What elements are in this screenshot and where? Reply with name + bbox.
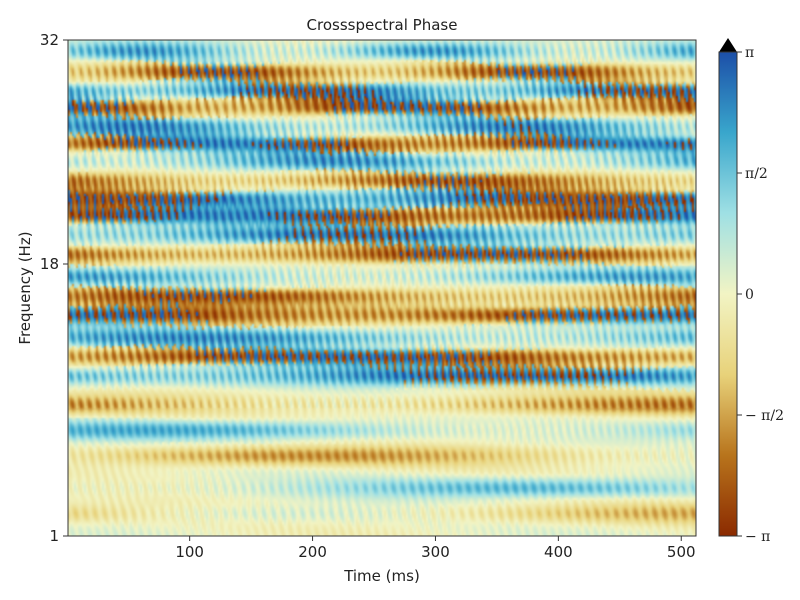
- x-tick-label: 200: [298, 543, 327, 561]
- x-tick-label: 400: [544, 543, 573, 561]
- x-axis: 100 200 300 400 500: [175, 536, 696, 561]
- x-tick-label: 100: [175, 543, 204, 561]
- plot-frame: [67, 39, 697, 537]
- x-tick-label: 500: [667, 543, 696, 561]
- y-tick-label: 18: [40, 255, 59, 273]
- chart-title: Crossspectral Phase: [307, 16, 458, 34]
- colorbar-tick-label: 0: [745, 287, 754, 303]
- colorbar-tick-label: − π/2: [745, 408, 784, 424]
- colorbar-tick-label: π/2: [745, 166, 768, 182]
- x-tick-label: 300: [421, 543, 450, 561]
- x-axis-label: Time (ms): [343, 567, 420, 585]
- colorbar-tick-label: − π: [745, 529, 770, 545]
- colorbar-gradient: [718, 51, 738, 537]
- y-axis: 1 18 32: [40, 31, 68, 545]
- heatmap-plot: [67, 39, 697, 537]
- colorbar-tick-label: π: [745, 45, 754, 61]
- colorbar-extend-arrow: [719, 38, 737, 52]
- y-axis-label: Frequency (Hz): [16, 231, 34, 344]
- y-tick-label: 32: [40, 31, 59, 49]
- heatmap-image: [68, 40, 696, 536]
- colorbar: − π − π/2 0 π/2 π: [718, 38, 784, 545]
- y-tick-label: 1: [49, 527, 59, 545]
- colorbar-ticks: − π − π/2 0 π/2 π: [737, 45, 784, 545]
